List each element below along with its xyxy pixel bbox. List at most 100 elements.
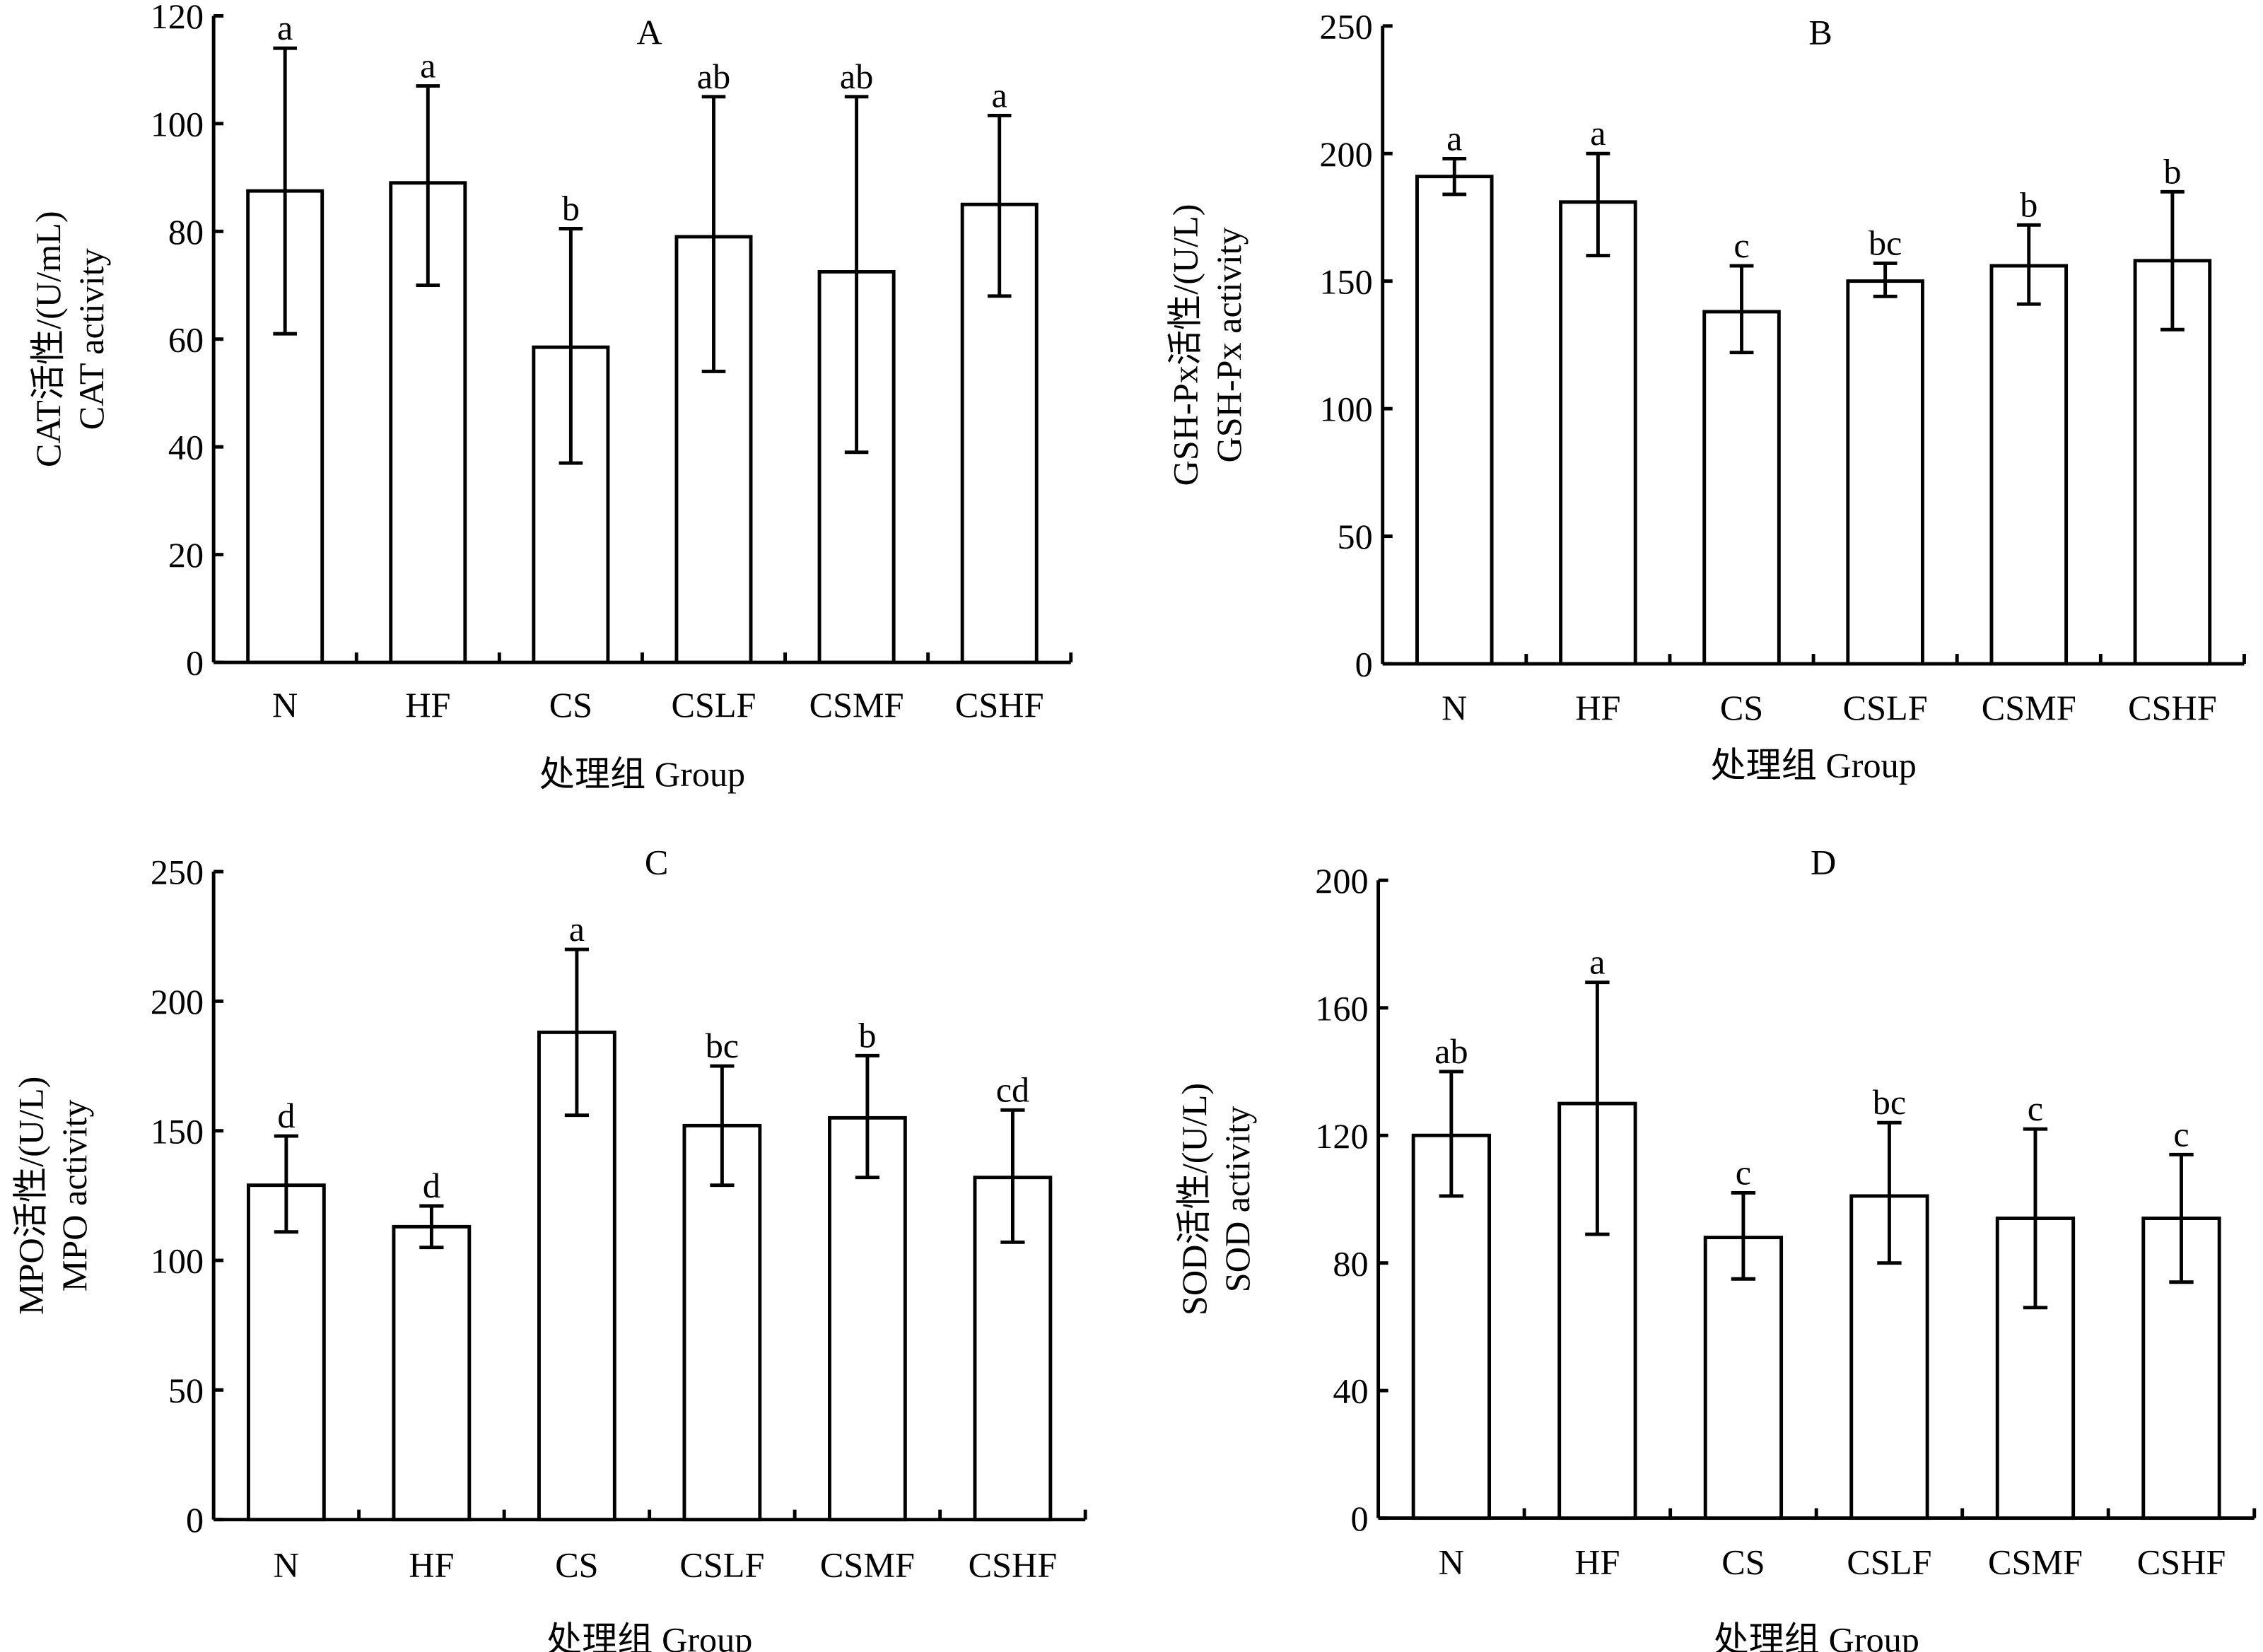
x-axis-label: 处理组 Group (539, 754, 745, 794)
y-tick-label: 50 (1338, 517, 1373, 556)
y-tick-label: 200 (151, 982, 204, 1021)
significance-label: c (1736, 1152, 1751, 1192)
significance-label: b (562, 189, 580, 228)
significance-label: b (2020, 184, 2037, 224)
significance-label: a (992, 75, 1007, 115)
y-tick-label: 160 (1315, 988, 1368, 1028)
x-tick-label: N (1442, 688, 1467, 727)
y-tick-label: 100 (151, 104, 204, 143)
significance-label: c (1733, 225, 1749, 265)
y-tick-label: 40 (168, 428, 204, 467)
significance-label: b (858, 1015, 876, 1055)
significance-label: a (1589, 942, 1605, 982)
x-tick-label: HF (409, 1545, 454, 1585)
y-axis-label-en: GSH-Px activity (1209, 227, 1249, 462)
significance-label: a (1590, 113, 1606, 153)
x-tick-label: CSLF (671, 685, 756, 725)
y-tick-label: 50 (168, 1371, 204, 1410)
y-tick-label: 150 (151, 1111, 204, 1151)
panel-d: D 0 40 80 120 160 200 ab Na HF c CS bc CSLF c CSMF c CSHF… (1174, 842, 2257, 1652)
x-tick-label: N (1439, 1542, 1464, 1581)
bar-n (1411, 1133, 1491, 1521)
significance-label: a (277, 8, 293, 47)
x-tick-label: CSMF (820, 1545, 915, 1585)
significance-label: bc (706, 1026, 739, 1065)
y-axis-label: SOD活性/(U/L) (1174, 1083, 1214, 1316)
y-tick-label: 250 (1319, 6, 1372, 46)
significance-label: c (2028, 1089, 2043, 1128)
panel-b: B 0 50 100 150 200 250 a Na HF c CS bc CSLF b CSMF b CSHF… (1166, 6, 2246, 785)
y-tick-label: 0 (186, 643, 204, 683)
y-tick-label: 100 (151, 1241, 204, 1281)
significance-label: ab (1434, 1031, 1468, 1071)
x-tick-label: HF (1574, 1542, 1620, 1581)
bar-cslf (1846, 279, 1924, 666)
y-tick-label: 120 (1315, 1116, 1368, 1156)
y-tick-label: 150 (1319, 262, 1372, 301)
x-tick-label: CS (1721, 1542, 1765, 1581)
x-tick-label: CSLF (1843, 688, 1928, 727)
y-tick-label: 250 (151, 853, 204, 892)
y-axis-label: GSH-Px活性/(U/L) (1166, 204, 1205, 486)
y-tick-label: 0 (1350, 1499, 1368, 1538)
bar-hf (392, 1224, 472, 1522)
y-tick-label: 60 (168, 320, 204, 359)
x-tick-label: CSHF (955, 685, 1044, 725)
y-tick-label: 0 (186, 1500, 204, 1540)
x-tick-label: N (272, 685, 298, 725)
x-tick-label: CSHF (2128, 688, 2217, 727)
y-axis-label-en: SOD activity (1217, 1106, 1257, 1293)
significance-label: cd (996, 1070, 1029, 1109)
x-tick-label: CSHF (969, 1545, 1058, 1585)
x-tick-label: CS (555, 1545, 598, 1585)
y-axis-label: CAT活性/(U/mL) (28, 211, 68, 467)
panel-c: C 0 50 100 150 200 250 d Nd HF a CS bc CSLF b CSMF cd CSH… (11, 842, 1087, 1652)
x-axis-label: 处理组 Group (546, 1620, 752, 1652)
y-tick-label: 80 (1333, 1243, 1368, 1283)
x-axis-label: 处理组 Group (1713, 1620, 1919, 1652)
bar-cs (1702, 310, 1781, 666)
bar-n (247, 1183, 326, 1522)
significance-label: bc (1869, 223, 1902, 262)
y-axis-label: MPO活性/(U/L) (11, 1077, 51, 1315)
bar-cslf (682, 1123, 762, 1522)
significance-label: b (2163, 151, 2181, 191)
y-tick-label: 20 (168, 535, 204, 575)
x-tick-label: CSMF (1988, 1542, 2083, 1581)
y-axis-label-en: MPO activity (54, 1099, 94, 1291)
y-tick-label: 200 (1319, 134, 1372, 174)
y-tick-label: 200 (1315, 861, 1368, 901)
y-tick-label: 0 (1355, 645, 1373, 684)
y-tick-label: 40 (1333, 1371, 1368, 1411)
panel-title: D (1811, 842, 1836, 881)
significance-label: a (420, 46, 435, 86)
x-tick-label: CSMF (1982, 688, 2076, 727)
x-tick-label: HF (405, 685, 450, 725)
bar-cs (1703, 1236, 1784, 1521)
x-tick-label: CSLF (1847, 1542, 1931, 1581)
bar-csmf (1989, 264, 2069, 666)
panel-title: B (1808, 12, 1832, 52)
significance-label: a (569, 909, 585, 949)
x-tick-label: CSHF (2137, 1542, 2226, 1581)
bar-n (1415, 175, 1494, 666)
significance-label: bc (1873, 1082, 1906, 1122)
significance-label: c (2173, 1114, 2189, 1154)
panel-title: C (645, 842, 669, 881)
x-tick-label: CS (549, 685, 592, 725)
y-tick-label: 120 (151, 0, 204, 36)
significance-label: d (423, 1166, 440, 1205)
significance-label: ab (697, 57, 730, 96)
x-axis-label: 处理组 Group (1710, 746, 1916, 785)
x-tick-label: CSMF (809, 685, 904, 725)
panel-a: A 0 20 40 60 80 100 120 a Na HF b CS ab CSLF ab CSMF a CSH… (28, 0, 1073, 794)
x-tick-label: CS (1720, 688, 1763, 727)
x-tick-label: HF (1575, 688, 1620, 727)
x-tick-label: CSLF (679, 1545, 764, 1585)
significance-label: ab (840, 57, 873, 96)
y-tick-label: 100 (1319, 389, 1372, 429)
significance-label: a (1446, 118, 1462, 158)
y-tick-label: 80 (168, 212, 204, 252)
panel-title: A (636, 12, 662, 52)
